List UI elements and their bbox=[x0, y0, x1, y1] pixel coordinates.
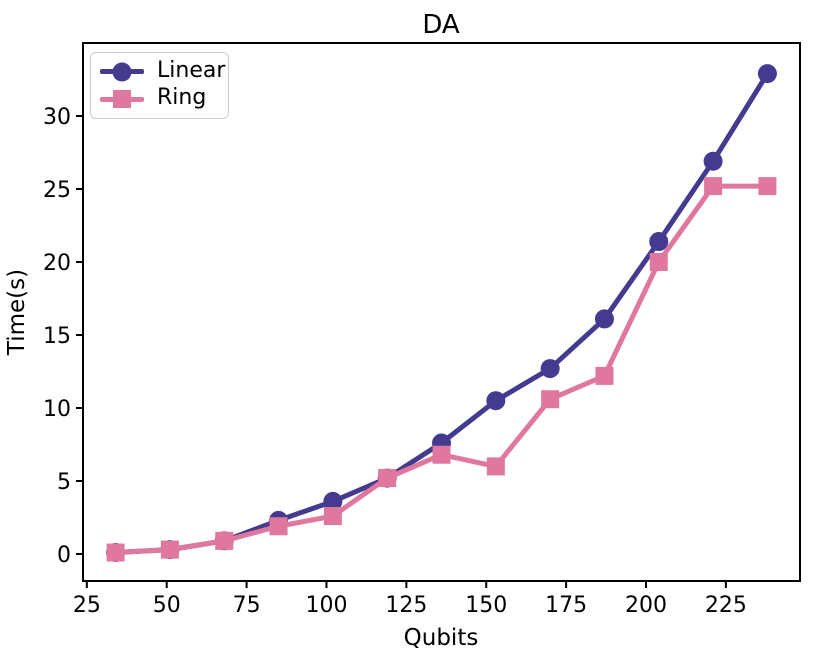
legend-label-ring: Ring bbox=[157, 85, 207, 111]
data-point-ring-11 bbox=[704, 177, 723, 196]
plot-border bbox=[82, 42, 801, 582]
y-axis-label: Time(s) bbox=[4, 269, 30, 356]
series-line-ring bbox=[113, 183, 770, 556]
y-tick-label: 25 bbox=[43, 178, 71, 203]
data-point-linear-7 bbox=[486, 391, 506, 411]
x-tick-label: 50 bbox=[153, 593, 181, 618]
data-point-linear-10 bbox=[649, 232, 669, 252]
data-point-ring-4 bbox=[323, 507, 342, 526]
y-tick-label: 5 bbox=[57, 470, 71, 495]
y-tick-label: 30 bbox=[43, 105, 71, 130]
data-point-ring-9 bbox=[595, 366, 614, 385]
data-point-ring-8 bbox=[541, 390, 560, 409]
data-point-ring-12 bbox=[758, 177, 777, 196]
data-point-ring-10 bbox=[649, 252, 668, 271]
data-point-ring-7 bbox=[486, 457, 505, 476]
y-tick-label: 15 bbox=[43, 324, 71, 349]
x-axis-label: Qubits bbox=[404, 625, 479, 651]
legend-item-linear: Linear bbox=[100, 58, 225, 85]
legend: Linear Ring bbox=[90, 52, 229, 119]
circle-marker-icon bbox=[112, 62, 132, 82]
data-point-ring-2 bbox=[215, 531, 234, 550]
x-tick-label: 100 bbox=[305, 593, 347, 618]
square-marker-icon bbox=[113, 90, 131, 109]
x-tick-label: 200 bbox=[625, 593, 667, 618]
x-tick-label: 75 bbox=[233, 593, 261, 618]
data-point-ring-5 bbox=[378, 469, 397, 488]
y-tick-label: 20 bbox=[43, 251, 71, 276]
series-line-linear bbox=[113, 71, 770, 556]
x-tick-label: 175 bbox=[545, 593, 587, 618]
x-tick-label: 150 bbox=[465, 593, 507, 618]
data-point-linear-11 bbox=[703, 151, 723, 171]
y-tick-label: 0 bbox=[57, 543, 71, 568]
legend-item-ring: Ring bbox=[100, 86, 216, 113]
x-tick-label: 125 bbox=[385, 593, 427, 618]
legend-sample-ring bbox=[100, 89, 144, 109]
legend-sample-linear bbox=[100, 62, 144, 82]
data-point-ring-1 bbox=[160, 540, 179, 559]
data-point-ring-6 bbox=[432, 445, 451, 464]
plot-area: 25 50 75 100 125 150 175 200 225 0 5 10 15 20 25 30 bbox=[43, 42, 801, 618]
data-point-linear-12 bbox=[757, 64, 777, 84]
data-point-linear-8 bbox=[540, 359, 560, 379]
x-tick-label: 225 bbox=[705, 593, 747, 618]
x-tick-label: 25 bbox=[73, 593, 101, 618]
data-point-ring-0 bbox=[106, 543, 125, 562]
data-point-ring-3 bbox=[269, 517, 288, 536]
data-point-linear-4 bbox=[323, 491, 343, 511]
chart-title: DA bbox=[422, 10, 460, 40]
legend-label-linear: Linear bbox=[157, 57, 226, 83]
y-tick-label: 10 bbox=[43, 397, 71, 422]
data-point-linear-9 bbox=[594, 309, 614, 329]
